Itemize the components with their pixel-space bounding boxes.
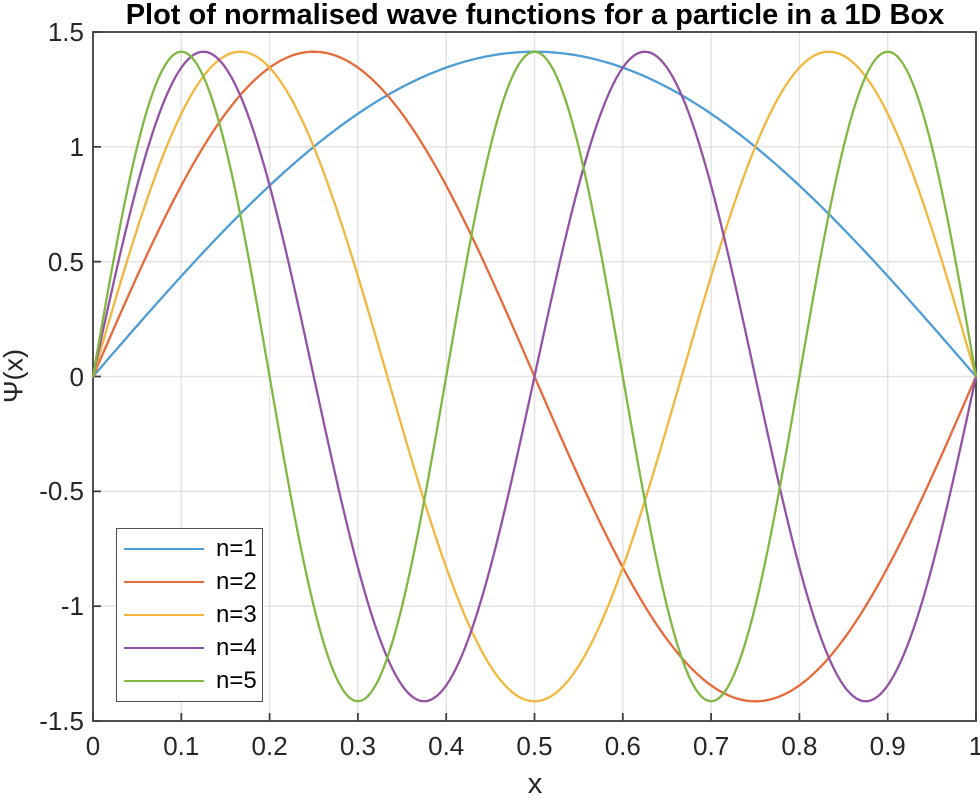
x-tick-label: 0.6 [604, 731, 641, 761]
x-axis-label: x [527, 768, 543, 800]
legend-item-label: n=2 [216, 567, 257, 595]
legend-item: n=5 [117, 665, 262, 698]
x-tick-label: 0.7 [693, 731, 730, 761]
legend: n=1 n=2 n=3 n=4 n=5 [116, 528, 263, 702]
curve-n3 [91, 50, 978, 703]
y-tick-label: 1.5 [47, 17, 84, 47]
y-tick-label: -1.5 [39, 706, 84, 736]
chart-title: Plot of normalised wave functions for a … [125, 0, 945, 31]
x-tick-label: 0.8 [781, 731, 818, 761]
legend-item: n=2 [117, 565, 262, 598]
legend-line-swatch [124, 614, 204, 616]
y-tick-label: 1 [69, 131, 84, 162]
y-tick-label: 0.5 [47, 246, 84, 277]
legend-item-label: n=4 [216, 634, 257, 662]
x-tick-label: 0.1 [163, 731, 200, 761]
x-tick-label: 0 [85, 731, 101, 761]
legend-item: n=1 [117, 532, 262, 565]
legend-line-swatch [124, 647, 204, 650]
x-tick-label: 1 [968, 731, 980, 761]
legend-item-label: n=1 [216, 534, 257, 562]
x-tick-label: 0.9 [869, 731, 906, 761]
legend-item-label: n=5 [216, 667, 257, 695]
x-tick-label: 0.2 [251, 731, 288, 761]
curve-n5 [91, 50, 978, 703]
legend-item-label: n=3 [216, 601, 257, 628]
legend-line-swatch [124, 547, 204, 550]
y-tick-label: -0.5 [39, 476, 84, 507]
curve-n4 [91, 50, 978, 703]
y-tick-label: 0 [69, 361, 84, 392]
x-tick-label: 0.4 [428, 731, 465, 761]
legend-line-swatch [124, 680, 204, 683]
x-tick-label: 0.5 [516, 731, 553, 761]
legend-item: n=3 [117, 598, 262, 631]
legend-item: n=4 [117, 632, 262, 665]
y-tick-label: -1 [60, 591, 84, 622]
legend-line-swatch [124, 580, 204, 583]
x-tick-label: 0.3 [339, 731, 376, 761]
